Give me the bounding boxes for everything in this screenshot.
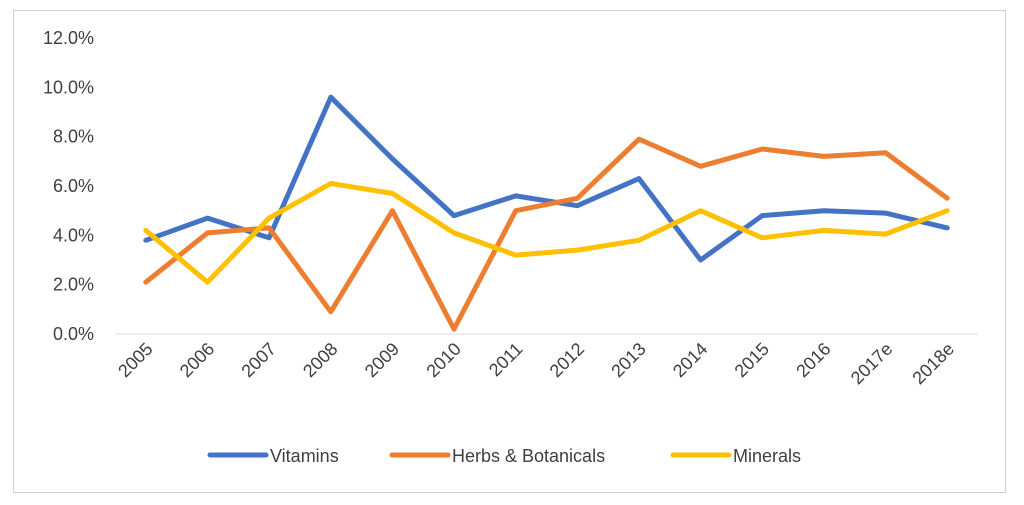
legend: Vitamins Herbs & Botanicals Minerals xyxy=(207,446,801,466)
x-tick-label: 2018e xyxy=(908,339,958,389)
x-tick-label: 2006 xyxy=(176,339,218,381)
y-tick-label: 12.0% xyxy=(43,28,94,48)
y-axis-ticks: 0.0% 2.0% 4.0% 6.0% 8.0% 10.0% 12.0% xyxy=(43,28,94,344)
x-tick-label: 2007 xyxy=(237,339,279,381)
series-lines xyxy=(143,94,950,332)
x-tick-label: 2014 xyxy=(669,339,711,381)
legend-label: Minerals xyxy=(733,446,801,466)
y-tick-label: 0.0% xyxy=(53,324,94,344)
y-tick-label: 10.0% xyxy=(43,77,94,97)
x-tick-label: 2009 xyxy=(361,339,403,381)
x-tick-label: 2010 xyxy=(422,339,464,381)
x-tick-label: 2011 xyxy=(485,339,527,381)
x-tick-label: 2012 xyxy=(546,339,588,381)
x-tick-label: 2016 xyxy=(792,339,834,381)
legend-label: Herbs & Botanicals xyxy=(452,446,605,466)
x-tick-label: 2015 xyxy=(731,339,773,381)
y-tick-label: 2.0% xyxy=(53,275,94,295)
series-line-vitamins xyxy=(143,94,950,263)
legend-label: Vitamins xyxy=(270,446,339,466)
x-axis-ticks: 2005 2006 2007 2008 2009 2010 2011 2012 2013 2014… xyxy=(114,339,958,389)
x-tick-label: 2008 xyxy=(299,339,341,381)
x-tick-label: 2005 xyxy=(114,339,156,381)
series-line-herbs-botanicals xyxy=(143,136,950,332)
y-tick-label: 4.0% xyxy=(53,225,94,245)
series-line-minerals xyxy=(143,181,950,285)
x-tick-label: 2017e xyxy=(847,339,897,389)
y-tick-label: 8.0% xyxy=(53,127,94,147)
y-tick-label: 6.0% xyxy=(53,176,94,196)
x-tick-label: 2013 xyxy=(607,339,649,381)
